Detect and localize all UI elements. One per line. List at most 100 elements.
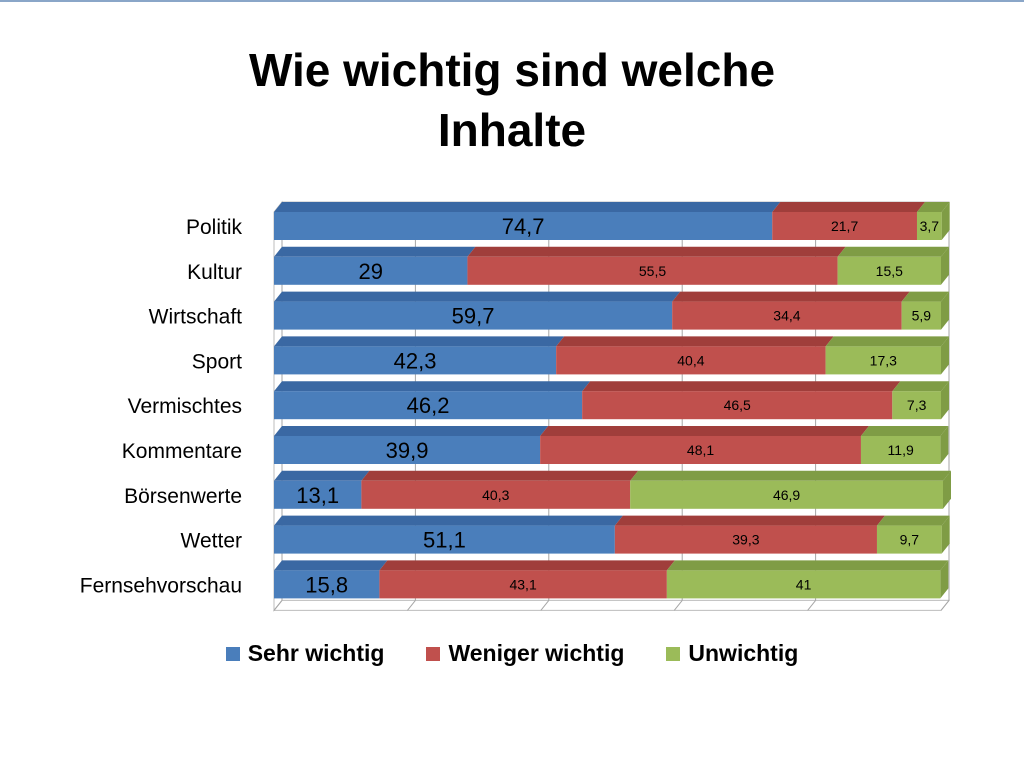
legend-swatch-sehr-wichtig (225, 646, 240, 661)
bar-sehr-wichtig (274, 346, 557, 375)
bar-top-weniger-wichtig (614, 515, 885, 526)
data-label-weniger-wichtig: 40,4 (677, 352, 704, 368)
data-label-weniger-wichtig: 43,1 (509, 576, 536, 592)
gridline-floor (807, 600, 816, 611)
bar-sehr-wichtig (274, 301, 673, 330)
legend-label-weniger-wichtig: Weniger wichtig (448, 640, 625, 666)
legend-item-unwichtig: Unwichtig (666, 640, 798, 667)
category-label-sport: Sport (192, 350, 242, 373)
bar-top-weniger-wichtig (772, 202, 925, 212)
bar-unwichtig (860, 436, 941, 464)
bar-sehr-wichtig (274, 212, 773, 240)
bar-top-weniger-wichtig (540, 426, 869, 436)
category-label-politik: Politik (186, 216, 243, 239)
chart-floor (272, 599, 951, 611)
data-label-weniger-wichtig: 46,5 (724, 397, 751, 413)
bar-side-unwichtig (941, 291, 949, 330)
data-label-weniger-wichtig: 39,3 (732, 532, 759, 548)
data-label-unwichtig: 11,9 (888, 442, 914, 458)
bar-weniger-wichtig (540, 436, 861, 464)
data-label-unwichtig: 17,3 (870, 352, 897, 368)
bar-sehr-wichtig (274, 525, 615, 554)
bar-side-unwichtig (941, 202, 950, 240)
data-label-unwichtig: 3,7 (920, 218, 940, 234)
data-label-sehr-wichtig: 13,1 (296, 483, 339, 508)
gridline-floor (940, 600, 950, 611)
bar-top-unwichtig (837, 246, 949, 257)
legend-item-weniger-wichtig: Weniger wichtig (426, 640, 624, 667)
bar-unwichtig (892, 391, 941, 420)
bar-side-unwichtig (940, 560, 949, 599)
bar-top-sehr-wichtig (274, 202, 781, 212)
bar-top-sehr-wichtig (274, 336, 565, 347)
gridline-floor (540, 600, 550, 611)
gridline-floor (673, 600, 683, 611)
bar-top-unwichtig (630, 470, 952, 481)
bar-top-weniger-wichtig (556, 336, 834, 347)
bar-unwichtig (825, 346, 941, 375)
bar-top-unwichtig (876, 515, 950, 526)
bar-top-weniger-wichtig (361, 470, 639, 481)
data-label-weniger-wichtig: 48,1 (687, 442, 714, 458)
data-label-unwichtig: 5,9 (912, 308, 932, 324)
bar-sehr-wichtig (274, 480, 362, 509)
bar-top-unwichtig (892, 381, 949, 392)
bar-unwichtig (901, 301, 941, 330)
bar-top-sehr-wichtig (274, 246, 476, 257)
slide-top-rule (0, 0, 1024, 2)
data-label-weniger-wichtig: 34,4 (773, 308, 800, 324)
bar-top-weniger-wichtig (582, 381, 901, 392)
category-label-kommentare: Kommentare (122, 440, 242, 463)
data-label-weniger-wichtig: 40,3 (482, 487, 509, 503)
bar-unwichtig (876, 525, 942, 554)
data-label-sehr-wichtig: 74,7 (502, 214, 545, 239)
bar-sehr-wichtig (274, 570, 380, 599)
gridline-floor (273, 600, 283, 611)
bar-top-unwichtig (860, 426, 949, 436)
category-label-fernsehvorschau: Fernsehvorschau (80, 574, 242, 597)
bar-top-sehr-wichtig (274, 426, 549, 436)
chart-legend: Sehr wichtig Weniger wichtig Unwichtig (0, 640, 1024, 667)
bar-side-unwichtig (941, 381, 949, 420)
bar-unwichtig (916, 212, 942, 240)
legend-swatch-weniger-wichtig (426, 646, 441, 661)
bar-weniger-wichtig (379, 570, 667, 599)
bar-top-unwichtig (901, 291, 949, 302)
bar-side-unwichtig (941, 515, 950, 554)
legend-label-unwichtig: Unwichtig (688, 640, 799, 666)
bar-top-weniger-wichtig (467, 246, 846, 257)
bar-weniger-wichtig (772, 212, 917, 240)
data-label-unwichtig: 46,9 (773, 487, 800, 503)
category-label-kultur: Kultur (187, 261, 242, 284)
data-label-unwichtig: 7,3 (907, 397, 927, 413)
legend-swatch-unwichtig (666, 646, 681, 661)
category-label-wirtschaft: Wirtschaft (149, 306, 243, 329)
bar-top-weniger-wichtig (672, 291, 910, 302)
bar-top-unwichtig (916, 202, 950, 212)
category-label-vermischtes: Vermischtes (128, 395, 242, 418)
bar-sehr-wichtig (274, 256, 468, 285)
bar-side-unwichtig (941, 246, 949, 285)
title-line-2: Inhalte (437, 104, 587, 156)
bar-top-sehr-wichtig (274, 381, 591, 392)
data-label-unwichtig: 9,7 (900, 532, 920, 548)
data-label-unwichtig: 41 (796, 576, 812, 592)
bar-top-weniger-wichtig (379, 560, 675, 571)
bar-side-unwichtig (943, 470, 952, 509)
bar-weniger-wichtig (361, 480, 631, 509)
bar-weniger-wichtig (582, 391, 893, 420)
gridline-floor (407, 600, 416, 611)
bar-weniger-wichtig (556, 346, 826, 375)
bar-side-unwichtig (940, 426, 949, 464)
data-label-sehr-wichtig: 39,9 (386, 438, 429, 463)
bar-sehr-wichtig (274, 391, 583, 420)
data-label-sehr-wichtig: 42,3 (394, 348, 437, 373)
data-label-sehr-wichtig: 51,1 (423, 528, 466, 553)
category-label-boersenwerte: Börsenwerte (124, 485, 242, 508)
bar-top-sehr-wichtig (274, 291, 681, 302)
bar-unwichtig (630, 480, 944, 509)
data-label-weniger-wichtig: 55,5 (639, 263, 666, 279)
bar-top-sehr-wichtig (274, 470, 370, 481)
legend-label-sehr-wichtig: Sehr wichtig (247, 640, 385, 666)
